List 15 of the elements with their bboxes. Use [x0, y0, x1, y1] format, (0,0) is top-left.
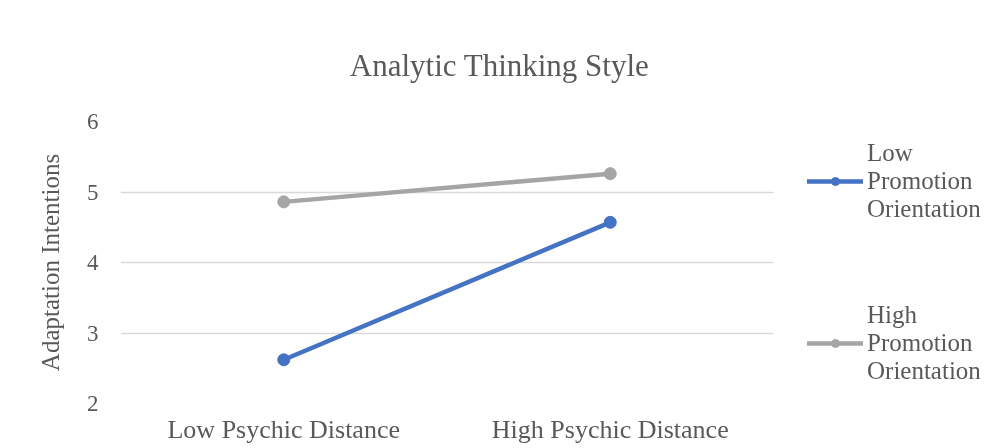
point [277, 353, 291, 367]
y-tick-label: 3 [87, 320, 99, 346]
y-tick-label: 5 [87, 179, 99, 205]
legend-label: Low Promotion Orientation [867, 138, 981, 223]
chart-title: Analytic Thinking Style [349, 47, 649, 83]
y-axis-title: Adaptation Intentions [37, 153, 64, 372]
x-tick-label: Low Psychic Distance [167, 414, 401, 444]
y-tick-label: 2 [87, 391, 99, 416]
y-tick-label: 4 [87, 250, 99, 275]
point [603, 167, 617, 181]
point [603, 215, 617, 229]
legend-label: High Promotion Orientation [867, 300, 981, 385]
y-tick-label: 6 [87, 109, 99, 134]
x-tick-label: High Psychic Distance [491, 414, 729, 444]
point [277, 195, 291, 209]
